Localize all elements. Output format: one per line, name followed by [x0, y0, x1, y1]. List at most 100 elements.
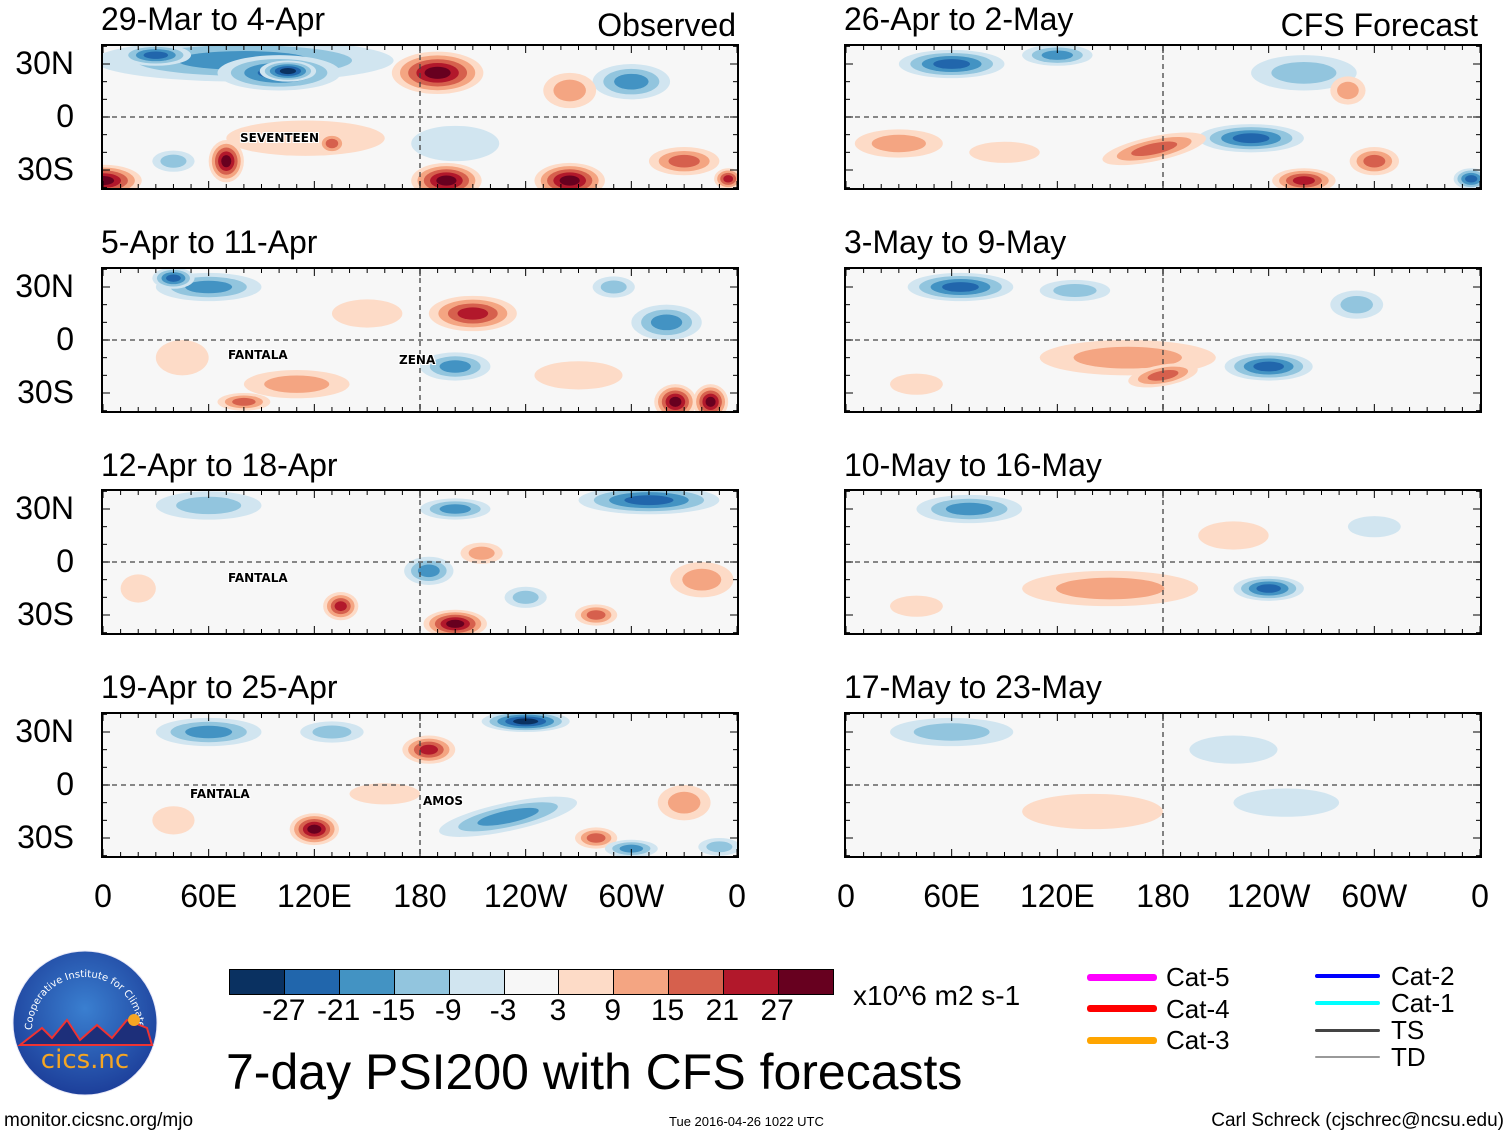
storm-label: AMOS: [423, 794, 464, 808]
positive-anomaly-contour: [723, 175, 734, 183]
positive-anomaly-contour: [1337, 81, 1359, 100]
negative-anomaly-contour: [411, 125, 500, 162]
track-label: TS: [1391, 1015, 1425, 1045]
negative-anomaly-contour: [1253, 361, 1284, 372]
colorbar-tick-label: -21: [316, 994, 361, 1027]
storm-label: FANTALA: [228, 348, 288, 362]
latitude-label: 30S: [17, 596, 74, 632]
forecast-map-1: [844, 44, 1482, 190]
positive-anomaly-contour: [331, 299, 403, 328]
negative-anomaly-contour: [619, 844, 644, 853]
observed-map-4: [101, 712, 739, 858]
positive-anomaly-contour: [586, 610, 606, 620]
negative-anomaly-contour: [913, 723, 990, 741]
longitude-label: 120W: [483, 878, 568, 914]
track-line-ts: [1315, 1028, 1380, 1032]
negative-anomaly-contour: [477, 807, 539, 826]
negative-anomaly-contour: [185, 280, 233, 294]
colorbar-swatch: [449, 970, 505, 994]
latitude-label: 30N: [15, 268, 74, 304]
forecast-map-2: [844, 267, 1482, 413]
latitude-label: 30N: [15, 45, 74, 81]
colorbar-tick-label: 21: [705, 994, 740, 1027]
positive-anomaly-contour: [534, 361, 623, 390]
negative-anomaly-contour: [312, 725, 352, 739]
negative-anomaly-contour: [614, 73, 649, 90]
negative-anomaly-contour: [176, 496, 242, 515]
positive-anomaly-contour: [705, 396, 716, 407]
colorbar-swatch: [339, 970, 395, 994]
negative-anomaly-contour: [650, 314, 683, 331]
positive-anomaly-contour: [667, 791, 701, 814]
cics-logo: Cooperative Institute for Climate and Sa…: [9, 942, 158, 1096]
storm-label: FANTALA: [190, 787, 250, 801]
latitude-label: 30N: [15, 490, 74, 526]
colorbar-swatch: [284, 970, 340, 994]
positive-anomaly-contour: [890, 373, 943, 395]
colorbar-swatch: [724, 970, 780, 994]
latitude-label: 30N: [15, 713, 74, 749]
positive-anomaly-contour: [559, 175, 580, 186]
latitude-label: 30S: [17, 151, 74, 187]
colorbar-swatch: [614, 970, 670, 994]
negative-anomaly-contour: [417, 564, 440, 578]
figure-title: 7-day PSI200 with CFS forecasts: [226, 1044, 963, 1100]
positive-anomaly-contour: [152, 806, 195, 835]
track-label: TD: [1391, 1042, 1426, 1072]
negative-anomaly-contour: [942, 282, 979, 292]
positive-anomaly-contour: [103, 176, 115, 186]
track-line-cat-3: [1087, 1036, 1157, 1044]
latitude-label: 0: [56, 766, 74, 802]
timestamp: Tue 2016-04-26 1022 UTC: [669, 1114, 824, 1129]
colorbar-swatch: [669, 970, 725, 994]
positive-anomaly-contour: [232, 397, 256, 406]
colorbar-swatch: [559, 970, 615, 994]
track-line-cat-5: [1087, 973, 1157, 981]
colorbar-tick-label: 27: [760, 994, 794, 1027]
negative-anomaly-contour: [439, 360, 471, 373]
colorbar-tick-label: 15: [650, 994, 685, 1027]
latitude-label: 0: [56, 98, 74, 134]
track-label: Cat-3: [1166, 1025, 1230, 1055]
negative-anomaly-contour: [439, 504, 471, 514]
observed-header: Observed: [597, 7, 736, 43]
negative-anomaly-contour: [1256, 584, 1281, 593]
longitude-label: 0: [1471, 878, 1489, 914]
positive-anomaly-contour: [446, 619, 465, 628]
positive-anomaly-contour: [221, 155, 232, 168]
negative-anomaly-contour: [600, 280, 627, 294]
positive-anomaly-contour: [1022, 793, 1163, 830]
negative-anomaly-contour: [1041, 50, 1073, 60]
observed-map-3: [101, 489, 739, 635]
positive-anomaly-contour: [1131, 141, 1178, 157]
positive-anomaly-contour: [155, 340, 209, 376]
positive-anomaly-contour: [668, 154, 700, 168]
longitude-label: 60E: [180, 878, 238, 914]
colorbar-swatch: [394, 970, 450, 994]
latitude-label: 0: [56, 321, 74, 357]
colorbar-units: x10^6 m2 s-1: [853, 980, 1021, 1011]
storm-label: FANTALA: [228, 571, 288, 585]
negative-anomaly-contour: [1232, 133, 1270, 144]
panel-title: 17-May to 23-May: [844, 669, 1102, 705]
source-url[interactable]: monitor.cicsnc.org/mjo: [4, 1110, 194, 1131]
positive-anomaly-contour: [419, 744, 438, 755]
negative-anomaly-contour: [1347, 516, 1401, 538]
latitude-label: 30S: [17, 819, 74, 855]
negative-anomaly-contour: [1189, 735, 1278, 764]
colorbar-tick-label: -3: [489, 994, 517, 1027]
positive-anomaly-contour: [424, 66, 451, 79]
longitude-label: 120W: [1226, 878, 1311, 914]
track-line-cat-1: [1315, 1001, 1380, 1005]
negative-anomaly-contour: [706, 841, 733, 853]
track-line-td: [1315, 1056, 1380, 1058]
longitude-label: 0: [837, 878, 855, 914]
positive-anomaly-contour: [969, 141, 1040, 163]
observed-map-1: [101, 44, 739, 190]
positive-anomaly-contour: [1198, 521, 1269, 550]
track-label: Cat-5: [1166, 962, 1230, 992]
positive-anomaly-contour: [1363, 154, 1386, 168]
colorbar-swatch: [779, 970, 833, 994]
track-label: Cat-1: [1391, 988, 1455, 1018]
negative-anomaly-contour: [1053, 284, 1097, 298]
